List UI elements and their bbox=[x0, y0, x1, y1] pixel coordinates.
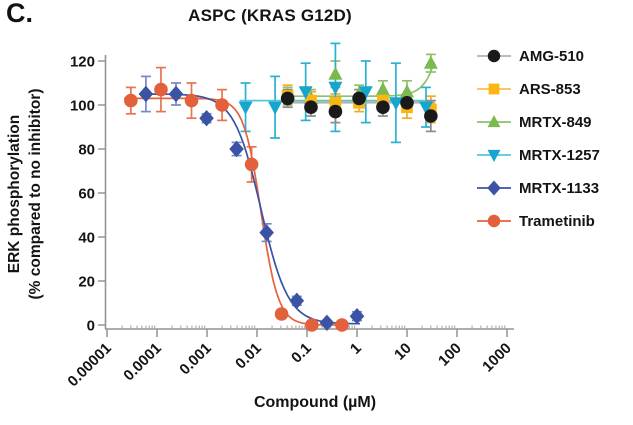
triangle-down-marker-icon bbox=[487, 149, 501, 162]
diamond-marker-icon bbox=[487, 180, 501, 196]
circle-marker-icon bbox=[304, 100, 318, 114]
square-marker-icon bbox=[488, 83, 500, 95]
circle-marker-icon bbox=[487, 49, 501, 63]
triangle-up-marker-icon bbox=[487, 115, 501, 128]
y-tick-label: 20 bbox=[78, 274, 95, 291]
x-tick-label: 0.1 bbox=[288, 340, 315, 367]
triangle-down-marker-icon bbox=[419, 101, 434, 115]
series-markers-mrtx-1257 bbox=[238, 81, 434, 115]
circle-marker-icon bbox=[400, 96, 414, 110]
x-tick-label: 0.001 bbox=[176, 340, 215, 379]
diamond-marker-icon bbox=[259, 224, 274, 241]
circle-marker-icon bbox=[280, 91, 295, 106]
series-lines-mrtx-1133 bbox=[139, 75, 362, 326]
circle-marker-icon bbox=[124, 93, 138, 108]
triangle-up-marker-icon bbox=[423, 55, 438, 69]
legend-marker-mrtx-849 bbox=[477, 115, 511, 128]
legend-marker-trametinib bbox=[477, 214, 511, 228]
legend-label-amg-510: AMG-510 bbox=[519, 47, 585, 65]
x-axis-label: Compound (µM) bbox=[253, 394, 377, 411]
triangle-up-marker-icon bbox=[400, 84, 414, 98]
legend-marker-mrtx-1133 bbox=[477, 180, 511, 196]
triangle-down-marker-icon bbox=[268, 101, 283, 115]
triangle-up-marker-icon bbox=[328, 66, 343, 80]
x-tick-label: 0.01 bbox=[232, 340, 265, 373]
circle-marker-icon bbox=[274, 307, 289, 321]
diamond-marker-icon bbox=[349, 308, 365, 325]
square-marker-icon bbox=[329, 96, 342, 109]
diamond-marker-icon bbox=[289, 292, 305, 309]
diamond-marker-icon bbox=[199, 110, 214, 127]
x-tick-label: 10 bbox=[391, 340, 415, 364]
y-tick-label: 120 bbox=[70, 54, 95, 71]
y-tick-label: 100 bbox=[70, 98, 95, 115]
x-tick-label: 0.00001 bbox=[64, 340, 114, 390]
legend-label-mrtx-1133: MRTX-1133 bbox=[519, 179, 600, 197]
series-markers-mrtx-1133 bbox=[138, 85, 365, 331]
legend-item-mrtx-849: MRTX-849 bbox=[476, 112, 600, 132]
circle-marker-icon bbox=[376, 100, 390, 114]
x-tick-label: 1 bbox=[347, 340, 365, 358]
triangle-down-marker-icon bbox=[298, 86, 313, 100]
y-tick-label: 0 bbox=[87, 318, 95, 335]
diamond-marker-icon bbox=[168, 85, 184, 103]
diamond-marker-icon bbox=[229, 140, 244, 158]
legend-item-mrtx-1257: MRTX-1257 bbox=[476, 145, 600, 165]
circle-marker-icon bbox=[305, 318, 319, 332]
diamond-marker-icon bbox=[319, 314, 335, 331]
legend-marker-ars-853 bbox=[477, 83, 511, 95]
y-tick-label: 80 bbox=[78, 142, 95, 159]
circle-marker-icon bbox=[487, 214, 501, 228]
legend-marker-amg-510 bbox=[477, 49, 511, 63]
triangle-down-marker-icon bbox=[388, 97, 403, 111]
circle-marker-icon bbox=[328, 104, 343, 119]
legend-item-trametinib: Trametinib bbox=[476, 211, 600, 231]
chart-title: ASPC (KRAS G12D) bbox=[188, 6, 352, 25]
circle-marker-icon bbox=[244, 157, 259, 172]
series-markers-trametinib bbox=[124, 82, 349, 332]
triangle-down-marker-icon bbox=[358, 86, 373, 100]
x-tick-label: 0.0001 bbox=[120, 340, 164, 384]
circle-marker-icon bbox=[215, 98, 229, 112]
fit-curve-trametinib bbox=[124, 97, 346, 326]
legend-label-mrtx-849: MRTX-849 bbox=[519, 113, 592, 131]
circle-marker-icon bbox=[352, 91, 366, 106]
y-tick-label: 40 bbox=[78, 230, 95, 247]
series-markers-amg-510 bbox=[280, 91, 438, 123]
legend: AMG-510 ARS-853 MRTX-849 MRTX-1257 MRTX-1133… bbox=[476, 46, 600, 231]
triangle-down-marker-icon bbox=[238, 101, 253, 115]
legend-label-ars-853: ARS-853 bbox=[519, 80, 581, 98]
x-tick-label: 100 bbox=[435, 340, 465, 370]
panel-label: C. bbox=[6, 0, 33, 28]
legend-item-ars-853: ARS-853 bbox=[476, 79, 600, 99]
triangle-up-marker-icon bbox=[375, 82, 390, 96]
legend-label-trametinib: Trametinib bbox=[519, 212, 595, 230]
legend-marker-mrtx-1257 bbox=[477, 149, 511, 162]
fit-curve-mrtx-1133 bbox=[139, 93, 360, 325]
circle-marker-icon bbox=[154, 82, 168, 97]
circle-marker-icon bbox=[184, 93, 199, 108]
diamond-marker-icon bbox=[138, 85, 154, 103]
legend-item-amg-510: AMG-510 bbox=[476, 46, 600, 66]
circle-marker-icon bbox=[335, 318, 349, 332]
y-tick-label: 60 bbox=[78, 186, 95, 203]
circle-marker-icon bbox=[424, 109, 438, 123]
triangle-down-marker-icon bbox=[328, 81, 343, 95]
legend-label-mrtx-1257: MRTX-1257 bbox=[519, 146, 600, 164]
x-tick-label: 1000 bbox=[479, 340, 515, 376]
legend-item-mrtx-1133: MRTX-1133 bbox=[476, 178, 600, 198]
